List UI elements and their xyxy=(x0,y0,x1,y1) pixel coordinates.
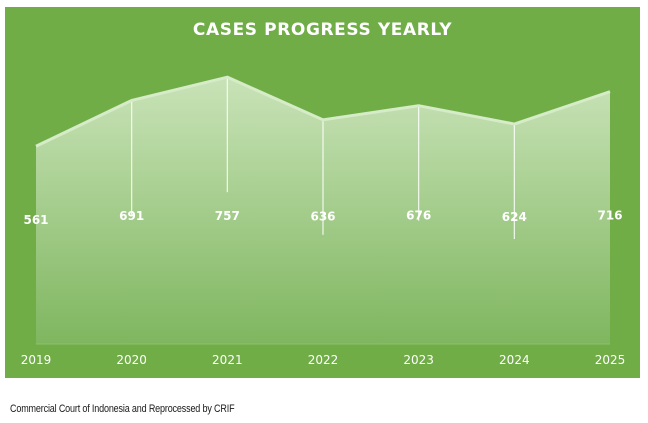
data-label: 624 xyxy=(502,210,527,224)
data-label: 636 xyxy=(310,210,335,224)
series-top-line xyxy=(35,75,611,148)
data-label: 716 xyxy=(597,208,622,222)
x-tick-label: 2022 xyxy=(308,353,339,367)
data-label: 691 xyxy=(119,209,144,223)
x-tick-label: 2019 xyxy=(21,353,52,367)
data-label: 676 xyxy=(406,209,431,223)
x-tick-label: 2021 xyxy=(212,353,243,367)
source-note: Commercial Court of Indonesia and Reproc… xyxy=(10,403,235,415)
x-tick-label: 2020 xyxy=(116,353,147,367)
x-tick-label: 2023 xyxy=(403,353,434,367)
x-tick-label: 2025 xyxy=(595,353,626,367)
data-label: 757 xyxy=(215,209,240,223)
chart-title: CASES PROGRESS YEARLY xyxy=(192,20,453,40)
data-label: 561 xyxy=(23,213,48,227)
x-tick-label: 2024 xyxy=(499,353,530,367)
